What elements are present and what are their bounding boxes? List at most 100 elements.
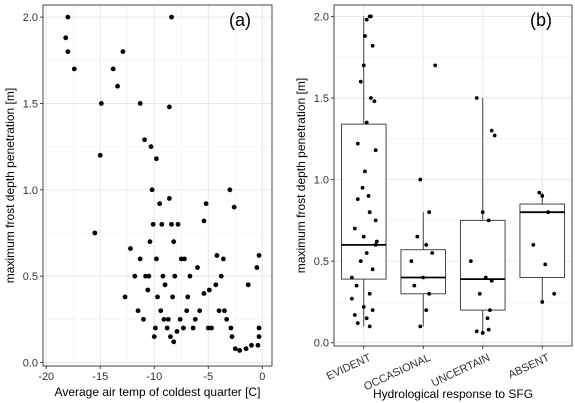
scatter-point <box>162 282 168 288</box>
jitter-point <box>474 96 479 100</box>
jitter-point <box>477 291 482 296</box>
scatter-point <box>172 273 178 279</box>
jitter-point <box>349 275 354 280</box>
scatter-point <box>229 334 235 340</box>
panel-b: 0.00.51.01.52.0EVIDENTOCCASIONALUNCERTAI… <box>294 4 573 401</box>
category-label: ABSENT <box>507 352 552 382</box>
jitter-point <box>427 210 432 215</box>
jitter-point <box>373 218 378 223</box>
scatter-point <box>145 287 151 293</box>
x-tick-label: -5 <box>203 371 213 383</box>
scatter-point <box>231 204 237 210</box>
scatter-point <box>177 316 183 322</box>
scatter-point <box>254 265 260 270</box>
jitter-point <box>368 96 373 100</box>
jitter-point <box>373 242 378 247</box>
scatter-point <box>169 14 174 20</box>
jitter-point <box>474 329 479 334</box>
jitter-point <box>364 120 369 125</box>
scatter-point <box>206 287 212 293</box>
scatter-point <box>201 291 207 296</box>
jitter-point <box>373 148 378 153</box>
jitter-point <box>492 133 497 138</box>
scatter-point <box>132 273 138 279</box>
panel-a: -20 -15 -10 -5 0 0.0 0.5 1.0 1.5 2.0 Average air t… <box>3 4 273 399</box>
scatter-point <box>137 101 143 106</box>
scatter-point <box>166 196 172 201</box>
jitter-point <box>360 185 365 190</box>
jitter-point <box>352 226 357 231</box>
scatter-point <box>203 201 209 207</box>
scatter-point <box>147 239 153 245</box>
scatter-point <box>135 308 141 314</box>
scatter-point <box>71 66 77 72</box>
y-tick-label: 1.5 <box>23 98 38 110</box>
jitter-point <box>540 300 545 304</box>
x-tick-label: -20 <box>38 371 54 383</box>
scatter-point <box>256 325 262 331</box>
scatter-point <box>256 253 262 258</box>
jitter-point <box>424 308 429 313</box>
scatter-point <box>181 325 186 331</box>
y-tick-label: 0.5 <box>23 271 38 283</box>
category-label: UNCERTAIN <box>430 352 492 390</box>
scatter-point <box>149 187 155 193</box>
scatter-point <box>115 83 120 89</box>
scatter-point <box>141 316 146 322</box>
scatter-point <box>92 230 98 236</box>
scatter-point <box>168 334 173 340</box>
scatter-point <box>155 294 160 300</box>
scatter-point <box>157 201 163 207</box>
jitter-point <box>370 43 375 48</box>
jitter-point <box>421 275 426 280</box>
scatter-point <box>160 273 166 279</box>
jitter-point <box>367 291 372 296</box>
scatter-point <box>137 256 143 262</box>
jitter-point <box>367 210 372 215</box>
y-axis-title: maximum frost depth penetration [m] <box>3 88 17 283</box>
scatter-point <box>166 104 172 110</box>
panel-tag-a: (a) <box>229 10 251 30</box>
jitter-point <box>486 218 491 223</box>
scatter-point <box>148 144 154 150</box>
scatter-point <box>142 137 147 143</box>
scatter-point <box>185 294 191 300</box>
scatter-point <box>184 308 190 314</box>
x-axis-title: Hydrological response to SFG <box>373 387 533 401</box>
scatter-point <box>245 282 251 288</box>
y-tick-label: 2.0 <box>314 11 329 23</box>
scatter-point <box>169 221 174 227</box>
scatter-point <box>255 342 261 348</box>
jitter-point <box>489 278 494 283</box>
scatter-point <box>218 273 224 279</box>
jitter-point <box>363 34 367 38</box>
jitter-point <box>552 291 557 296</box>
jitter-point <box>370 308 375 313</box>
y-tick-label: 0.0 <box>314 338 329 350</box>
jitter-point <box>427 291 432 296</box>
jitter-point <box>355 321 360 326</box>
scatter-point <box>237 348 242 353</box>
box-iqr <box>459 219 506 311</box>
jitter-point <box>354 283 359 288</box>
jitter-point <box>543 262 548 267</box>
x-tick-label: -10 <box>146 371 162 383</box>
scatter-point <box>65 14 71 20</box>
jitter-point <box>489 128 494 133</box>
jitter-point <box>349 296 354 301</box>
scatter-point <box>170 294 176 300</box>
scatter-point <box>243 346 249 352</box>
y-tick-label: 0.0 <box>23 358 38 370</box>
jitter-point <box>358 79 363 84</box>
jitter-point <box>546 210 551 215</box>
jitter-point <box>361 304 366 309</box>
jitter-point <box>486 327 491 332</box>
scatter-point <box>256 334 262 340</box>
panel-a-border <box>42 4 273 367</box>
scatter-point <box>63 35 69 41</box>
scatter-point <box>151 334 157 340</box>
jitter-point <box>370 267 375 272</box>
jitter-point <box>487 308 492 313</box>
scatter-point <box>227 187 233 193</box>
